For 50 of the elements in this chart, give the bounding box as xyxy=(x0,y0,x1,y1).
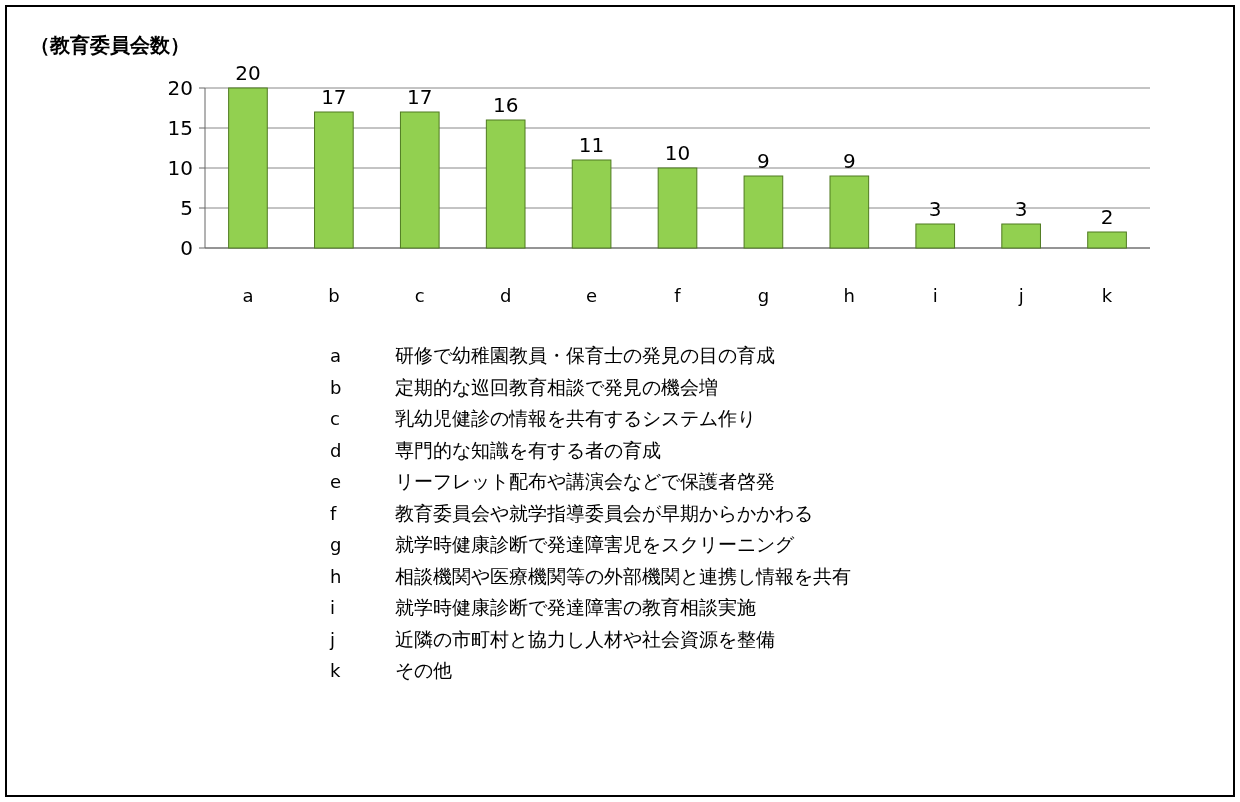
text: i 就学時健康診断で発達障害の教育相談実施 xyxy=(330,596,756,618)
bar xyxy=(314,111,354,249)
bar xyxy=(399,111,440,249)
data-label: 16 xyxy=(492,93,519,117)
bar xyxy=(228,87,268,249)
text: k その他 xyxy=(330,659,452,681)
data-label: 17 xyxy=(321,85,347,109)
bar xyxy=(915,223,956,249)
y-tick-label: 10 xyxy=(167,156,193,180)
text: d 専門的な知識を有する者の育成 xyxy=(330,438,661,461)
x-tick-label: a xyxy=(242,285,254,306)
y-tick-label: 15 xyxy=(167,116,193,140)
data-label: 11 xyxy=(578,133,605,157)
text: h 相談機関や医療機関等の外部機関と連携し情報を共有 xyxy=(330,564,851,587)
y-tick-label: 0 xyxy=(180,236,193,260)
y-axis-title: （教育委員会数） xyxy=(30,33,190,57)
text: f 教育委員会や就学指導委員会が早期からかかわる xyxy=(330,501,813,524)
x-tick-label: g xyxy=(757,285,770,306)
x-tick-label: c xyxy=(414,285,425,306)
data-label: 3 xyxy=(928,197,942,221)
x-tick-label: h xyxy=(843,285,856,306)
text: a 研修で幼稚園教員・保育士の発見の目の育成 xyxy=(330,344,775,366)
text: b 定期的な巡回教育相談で発見の機会増 xyxy=(330,375,718,398)
x-tick-label: b xyxy=(328,285,340,306)
y-tick-label: 5 xyxy=(180,196,193,220)
x-tick-label: j xyxy=(1017,285,1024,306)
text: j 近隣の市町村と協力し人材や社会資源を整備 xyxy=(330,627,775,650)
data-label: 9 xyxy=(842,149,856,173)
bar xyxy=(1001,223,1041,249)
x-tick-label: k xyxy=(1101,285,1113,306)
x-tick-label: f xyxy=(674,285,682,306)
data-label: 17 xyxy=(407,85,433,109)
bar xyxy=(829,175,870,249)
x-tick-label: e xyxy=(586,285,598,306)
y-tick-label: 20 xyxy=(167,76,193,100)
x-tick-label: d xyxy=(499,285,512,306)
bar xyxy=(485,119,526,249)
bar xyxy=(743,175,784,249)
data-label: 2 xyxy=(1100,205,1114,229)
data-label: 10 xyxy=(664,141,691,165)
data-label: 3 xyxy=(1014,197,1028,221)
text: g 就学時健康診断で発達障害児をスクリーニング xyxy=(330,533,794,555)
bar xyxy=(571,159,612,249)
data-label: 9 xyxy=(757,149,770,173)
bar xyxy=(657,167,698,249)
bar xyxy=(1087,231,1127,249)
text: e リーフレット配布や講演会などで保護者啓発 xyxy=(330,470,775,492)
x-tick-label: i xyxy=(932,285,938,306)
text: c 乳幼児健診の情報を共有するシステム作り xyxy=(330,407,756,429)
data-label: 20 xyxy=(235,61,261,85)
